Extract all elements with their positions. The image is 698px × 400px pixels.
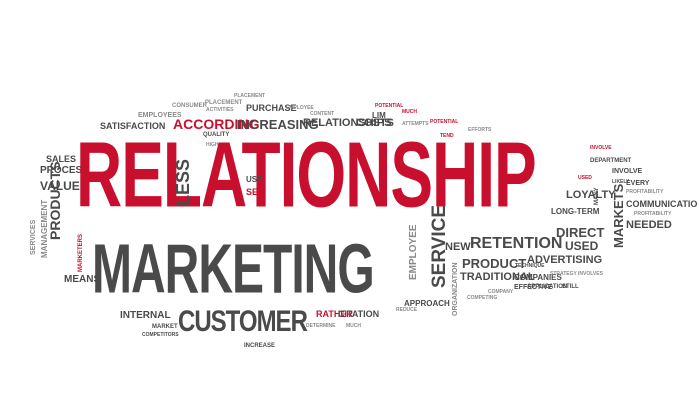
- cloud-word: ATTEMPTS: [402, 121, 429, 127]
- cloud-word: MEANS: [64, 274, 101, 285]
- cloud-word: CONSUMER: [172, 103, 208, 109]
- cloud-word: MUCH: [402, 109, 417, 115]
- cloud-word: PRODUCTS: [47, 161, 63, 240]
- cloud-word: NEEDED: [626, 219, 672, 231]
- cloud-word: MARKET: [152, 324, 178, 330]
- cloud-word: INCREASING: [237, 117, 319, 132]
- cloud-word: DETERMINE: [306, 323, 336, 329]
- cloud-word: COMPANIES: [514, 273, 562, 282]
- cloud-word: SATISFACTION: [100, 121, 166, 131]
- cloud-word: PLACEMENT: [234, 93, 266, 99]
- cloud-word: EMPLOYEE: [408, 224, 419, 280]
- cloud-word: COSTS: [356, 117, 394, 129]
- cloud-word: ACCORDING: [173, 116, 260, 132]
- cloud-word: APPLICATION: [527, 284, 568, 290]
- cloud-word: RATHER: [316, 309, 353, 319]
- cloud-word: STRATEGY: [550, 271, 577, 277]
- cloud-word: COMPETING: [467, 295, 498, 301]
- cloud-word: MUCH: [346, 323, 361, 329]
- cloud-word: INVOLVES: [578, 271, 603, 277]
- cloud-word: TEND: [440, 133, 454, 139]
- cloud-word: NEW: [445, 241, 471, 253]
- cloud-word: STILL: [562, 284, 579, 290]
- cloud-word: LOYALTY: [566, 189, 616, 201]
- cloud-word: SERVICES: [30, 219, 37, 255]
- cloud-word: COMMUNICATION: [626, 199, 698, 209]
- cloud-word: LIKELY: [612, 179, 630, 185]
- cloud-word: LONG-TERM: [551, 207, 600, 216]
- cloud-word: DIRECT: [556, 225, 605, 240]
- cloud-word: TECHNIQUE: [515, 263, 545, 269]
- cloud-word: USE: [246, 175, 263, 184]
- cloud-word: EMPLOYEES: [138, 112, 182, 119]
- cloud-word: CONTENT: [310, 111, 335, 117]
- cloud-word: EVERY: [626, 180, 650, 187]
- cloud-word: INVOLVE: [590, 145, 612, 151]
- cloud-word: PROFITABILITY: [634, 211, 672, 217]
- cloud-word: RELATIONSHIPS: [303, 117, 392, 129]
- cloud-word: INTERNAL: [120, 310, 171, 321]
- cloud-word: SEE: [246, 187, 265, 197]
- marketing-word: MARKETING: [92, 231, 375, 309]
- cloud-word: ACTIVITIES: [206, 107, 234, 113]
- cloud-word: CITATION: [338, 309, 380, 319]
- cloud-word: MARKETS: [611, 183, 626, 248]
- cloud-word: MANAGEMENT: [40, 199, 49, 258]
- cloud-word: EFFECTIVE: [514, 284, 553, 291]
- cloud-word: EFFORTS: [468, 127, 492, 133]
- cloud-word: PURCHASE: [246, 103, 297, 113]
- cloud-word: PRODUCT: [462, 256, 527, 271]
- cloud-word: USED: [578, 175, 592, 181]
- cloud-word: PROCESS: [40, 165, 89, 176]
- cloud-word: ADVERTISING: [527, 254, 603, 266]
- cloud-word: PLACEMENT: [205, 100, 243, 106]
- cloud-word: INCREASE: [244, 343, 276, 349]
- cloud-word: SALES: [46, 154, 77, 164]
- cloud-word: INVOLVE: [612, 168, 643, 175]
- cloud-word: TRADITIONAL: [460, 271, 535, 283]
- cloud-word: REDUCE: [396, 307, 418, 313]
- cloud-word: ORGANIZATION: [452, 262, 459, 316]
- cloud-word: USED: [565, 239, 599, 253]
- cloud-word: RETENTION: [470, 235, 563, 252]
- cloud-word: PROFITABILITY: [626, 189, 664, 195]
- cloud-word: COMPANY: [488, 289, 514, 295]
- cloud-word: VALUE: [40, 179, 80, 193]
- cloud-word: MARKETERS: [78, 233, 84, 272]
- cloud-word: HIGH: [206, 142, 219, 148]
- customer-word: CUSTOMER: [178, 304, 308, 339]
- cloud-word: MANY: [594, 187, 600, 205]
- cloud-word: POTENTIAL: [375, 103, 404, 109]
- cloud-word: LESS: [173, 158, 193, 206]
- relationship-word: RELATIONSHIP: [76, 122, 537, 227]
- cloud-word: DEPARTMENT: [590, 158, 632, 164]
- cloud-word: POTENTIAL: [430, 119, 459, 125]
- cloud-word: APPROACH: [404, 299, 450, 308]
- cloud-word: COMPETITORS: [142, 332, 179, 338]
- cloud-word: LIM: [372, 111, 386, 120]
- cloud-word: EMPLOYEE: [286, 105, 314, 111]
- cloud-word: QUALITY: [203, 132, 230, 138]
